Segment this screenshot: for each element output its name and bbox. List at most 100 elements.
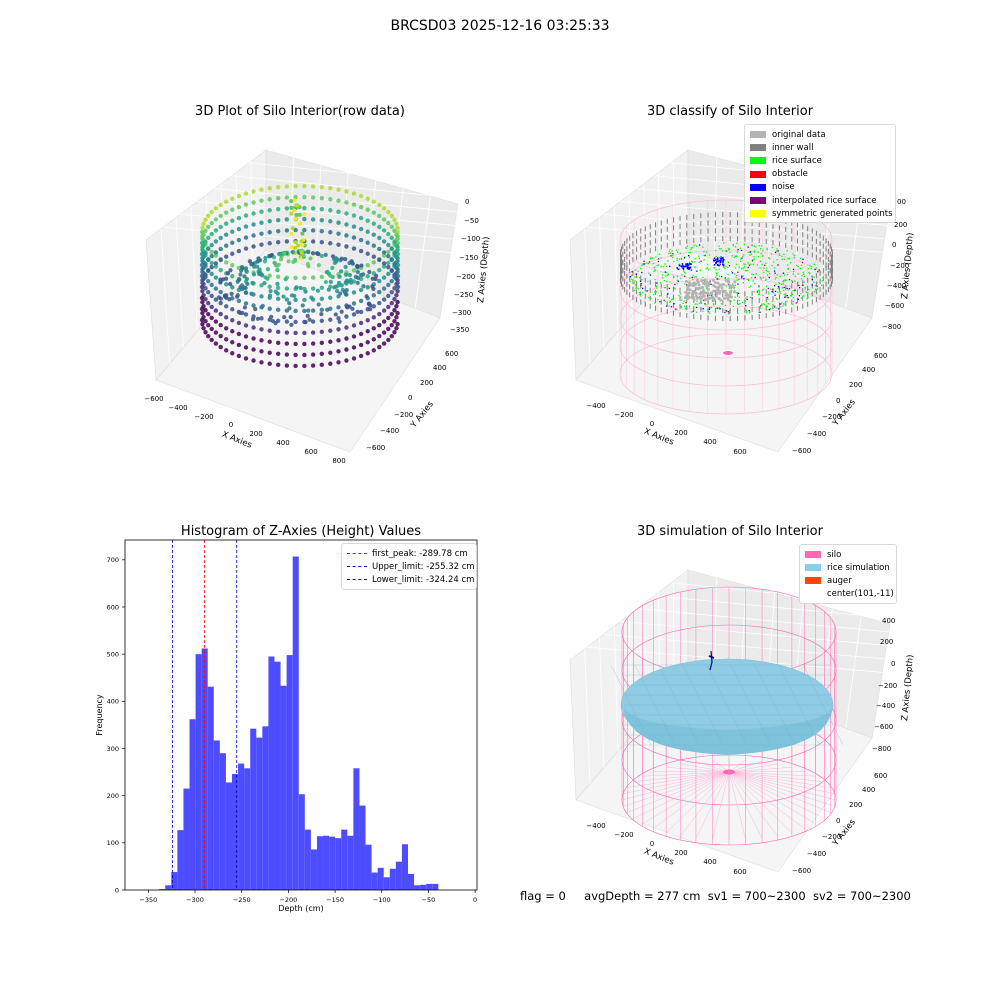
sim-ytick: −400 — [807, 850, 826, 858]
classify-z-ticks: 00 200 0 −200 −400 −600 −800 — [882, 198, 909, 331]
sim-xtick: 400 — [703, 858, 716, 866]
raw-ztick: −100 — [461, 235, 480, 243]
legend-label: inner wall — [772, 142, 814, 153]
sim-ztick: 200 — [880, 638, 893, 646]
raw-3d-plot: −600 −400 −200 0 200 400 600 800 −600 −4… — [144, 149, 500, 465]
histogram-bar — [341, 829, 348, 890]
histogram-xtick-label: −50 — [422, 896, 436, 904]
histogram-bar — [207, 686, 214, 890]
raw-ytick: −400 — [380, 427, 399, 435]
histogram-chart: −350 −300 −250 −200 −150 −100 −50 0 0 100 200 300 4… — [95, 539, 478, 913]
histogram-bar — [395, 861, 402, 890]
raw-xtick: 0 — [229, 421, 233, 429]
legend-label: noise — [772, 182, 795, 193]
histogram-bar — [244, 768, 251, 890]
histogram-xtick-label: −300 — [186, 896, 204, 904]
legend-line — [347, 553, 367, 555]
histogram-bar — [274, 661, 281, 890]
sim-ztick: −200 — [878, 682, 897, 690]
cls-ytick: 400 — [862, 366, 875, 374]
legend-label: original data — [772, 129, 826, 140]
simulation-auger — [708, 650, 715, 671]
histogram-y-label: Frequency — [95, 694, 104, 736]
raw-xtick: −400 — [168, 404, 187, 412]
histogram-bar — [420, 884, 427, 890]
simulation-legend: silo rice simulation auger center(101,-1… — [799, 544, 897, 604]
legend-label: center(101,-11) — [827, 589, 894, 600]
legend-swatch — [750, 170, 766, 178]
raw-ytick: 400 — [433, 364, 446, 372]
cls-xtick: 600 — [733, 448, 746, 456]
raw-xtick: 200 — [249, 430, 262, 438]
simulation-y-ticks: −600 −400 −200 0 200 400 600 — [792, 772, 887, 875]
legend-symmetric-generated-points: symmetric generated points — [750, 207, 893, 220]
histogram-bar — [171, 872, 178, 890]
raw-ytick: −600 — [366, 444, 385, 452]
cls-ztick: −200 — [890, 262, 909, 270]
cls-ztick: −600 — [885, 302, 904, 310]
simulation-plot-title: 3D simulation of Silo Interior — [637, 524, 823, 539]
sim-ytick: 200 — [849, 801, 862, 809]
cls-ytick: 200 — [849, 381, 862, 389]
raw-xtick: 600 — [304, 448, 317, 456]
raw-xtick: 400 — [276, 439, 289, 447]
histogram-bar — [183, 788, 190, 890]
legend-lower-limit: Lower_limit: -324.24 cm — [347, 573, 474, 586]
classify-legend: original data inner wall rice surface ob… — [744, 124, 896, 224]
histogram-title: Histogram of Z-Axies (Height) Values — [180, 524, 422, 539]
legend-original-data: original data — [750, 128, 890, 141]
histogram-bar — [256, 737, 263, 890]
raw-xtick: −600 — [144, 395, 163, 403]
classify-x-ticks: −400 −200 0 200 400 600 — [586, 402, 746, 456]
legend-swatch — [750, 183, 766, 191]
histogram-bar — [159, 889, 166, 890]
histogram-x-label: Depth (cm) — [278, 904, 323, 913]
histogram-ytick-label: 0 — [115, 886, 119, 894]
status-flag: flag = 0 — [520, 889, 566, 903]
histogram-bar — [201, 648, 208, 890]
histogram-bar — [408, 873, 415, 890]
legend-obstacle: obstacle — [750, 168, 890, 181]
raw-x-ticks: −600 −400 −200 0 200 400 600 800 — [144, 395, 345, 465]
sim-ztick: 400 — [882, 617, 895, 625]
cls-xtick: −400 — [586, 402, 605, 410]
sim-xtick: −400 — [586, 822, 605, 830]
raw-ztick: 0 — [465, 198, 469, 206]
legend-label: auger — [827, 575, 852, 586]
histogram-bar — [262, 726, 269, 890]
raw-axes-panes — [145, 149, 459, 453]
histogram-bar — [316, 836, 324, 890]
cls-ztick: 200 — [894, 221, 907, 229]
legend-label: rice simulation — [827, 562, 890, 573]
histogram-bar — [219, 753, 226, 890]
histogram-reference-lines — [171, 540, 238, 890]
legend-interpolated-rice-surface: interpolated rice surface — [750, 194, 890, 207]
legend-swatch — [750, 131, 766, 139]
histogram-bars — [159, 556, 439, 890]
cls-ztick: −800 — [882, 323, 901, 331]
legend-first-peak: first_peak: -289.78 cm — [347, 547, 471, 560]
histogram-ytick-label: 500 — [107, 650, 119, 658]
histogram-bar — [177, 830, 184, 890]
histogram-xtick-label: −150 — [326, 896, 344, 904]
histogram-bar — [213, 740, 220, 890]
histogram-legend: first_peak: -289.78 cm Upper_limit: -255… — [341, 543, 477, 590]
histogram-y-ticks: 0 100 200 300 400 500 600 700 — [107, 556, 125, 894]
histogram-bar — [335, 838, 342, 890]
cls-ytick: 0 — [836, 397, 840, 405]
histogram-bar — [225, 782, 233, 890]
cls-ztick: 0 — [892, 241, 896, 249]
histogram-bar — [353, 768, 360, 890]
sim-ytick: 0 — [836, 817, 840, 825]
cls-xtick: −200 — [614, 411, 633, 419]
histogram-xtick-label: −350 — [139, 896, 157, 904]
sim-ytick: 400 — [862, 786, 875, 794]
legend-auger: auger — [805, 574, 891, 587]
cls-ztick: −400 — [887, 282, 906, 290]
status-avg-depth: avgDepth = 277 cm — [584, 889, 701, 903]
raw-ztick: −200 — [456, 273, 475, 281]
sim-ztick: −400 — [876, 702, 895, 710]
histogram-bar — [232, 773, 239, 890]
cls-ytick: −200 — [822, 413, 841, 421]
histogram-bar — [280, 685, 287, 890]
